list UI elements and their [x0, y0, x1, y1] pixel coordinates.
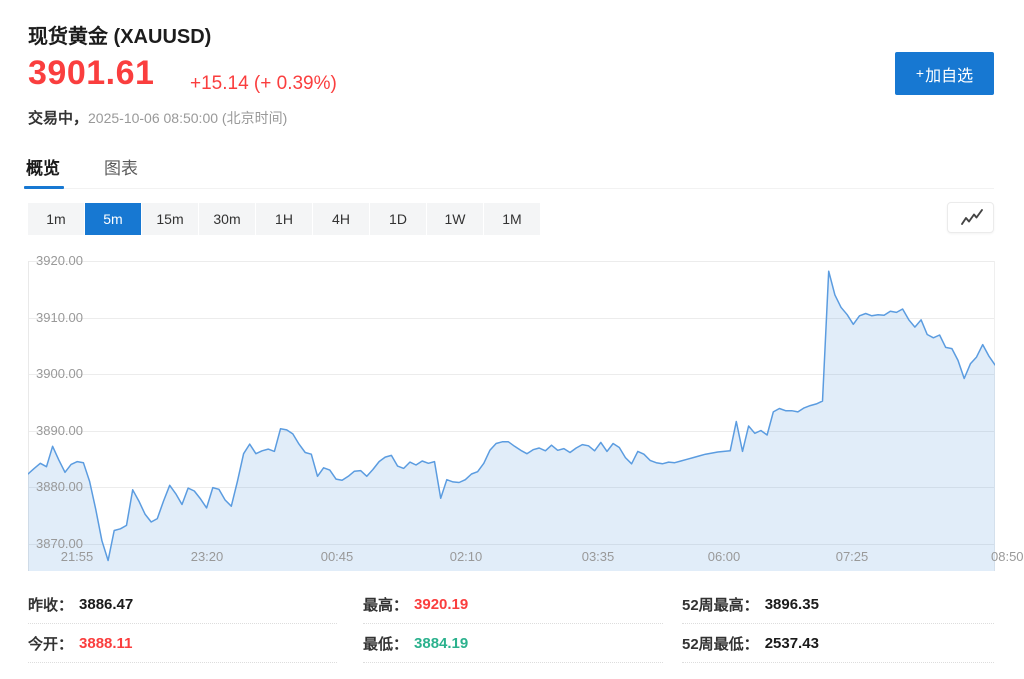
quote-timestamp: 2025-10-06 08:50:00 (北京时间)	[88, 110, 288, 126]
active-tab-underline	[24, 186, 64, 189]
stats-column-2: 最高： 3920.19 最低： 3884.19	[363, 585, 663, 663]
x-axis-label: 03:35	[581, 549, 615, 564]
trading-status: 交易中，2025-10-06 08:50:00 (北京时间)	[28, 107, 287, 128]
add-watchlist-label: 加自选	[925, 67, 974, 85]
y-axis-label: 3900.00	[36, 366, 83, 381]
x-axis-label: 08:50	[991, 549, 1024, 564]
timeframe-4h[interactable]: 4H	[313, 203, 369, 235]
timeframe-1m-month[interactable]: 1M	[484, 203, 540, 235]
tab-overview[interactable]: 概览	[26, 159, 60, 178]
y-axis-label: 3870.00	[36, 536, 83, 551]
trading-status-label: 交易中，	[28, 110, 89, 127]
y-axis-label: 3920.00	[36, 253, 83, 268]
timeframe-5m[interactable]: 5m	[85, 203, 141, 235]
stats-column-1: 昨收： 3886.47 今开： 3888.11	[28, 585, 337, 663]
x-axis-label: 00:45	[320, 549, 354, 564]
last-price: 3901.61	[28, 54, 155, 92]
stat-prev-close: 昨收： 3886.47	[28, 585, 337, 624]
tab-divider	[24, 188, 994, 189]
timeframe-1h[interactable]: 1H	[256, 203, 312, 235]
stat-low: 最低： 3884.19	[363, 624, 663, 663]
page-title: 现货黄金 (XAUUSD)	[28, 26, 212, 48]
timeframe-1m[interactable]: 1m	[28, 203, 84, 235]
stats-column-3: 52周最高： 3896.35 52周最低： 2537.43	[682, 585, 994, 663]
price-change: +15.14 (+ 0.39%)	[190, 73, 337, 94]
plus-icon: +	[915, 64, 925, 81]
line-chart-icon	[960, 208, 983, 225]
x-axis-label: 02:10	[449, 549, 483, 564]
y-axis-label: 3890.00	[36, 423, 83, 438]
stat-52w-high: 52周最高： 3896.35	[682, 585, 994, 624]
y-axis-label: 3880.00	[36, 479, 83, 494]
stat-high: 最高： 3920.19	[363, 585, 663, 624]
x-axis-label: 06:00	[707, 549, 741, 564]
timeframe-1d[interactable]: 1D	[370, 203, 426, 235]
timeframe-15m[interactable]: 15m	[142, 203, 198, 235]
x-axis-label: 07:25	[835, 549, 869, 564]
chart-style-toggle-button[interactable]	[947, 202, 994, 233]
x-axis-label: 23:20	[190, 549, 224, 564]
timeframe-1w[interactable]: 1W	[427, 203, 483, 235]
add-watchlist-button[interactable]: + 加自选	[895, 52, 994, 95]
price-area-chart[interactable]: 3920.00 3910.00 3900.00 3890.00 3880.00 3870.…	[28, 248, 1024, 571]
stat-open: 今开： 3888.11	[28, 624, 337, 663]
stat-52w-low: 52周最低： 2537.43	[682, 624, 994, 663]
tab-chart[interactable]: 图表	[104, 159, 138, 178]
timeframe-bar: 1m 5m 15m 30m 1H 4H 1D 1W 1M	[28, 203, 540, 235]
chart-canvas[interactable]	[28, 248, 995, 571]
x-axis-label: 21:55	[60, 549, 94, 564]
y-axis-label: 3910.00	[36, 310, 83, 325]
timeframe-30m[interactable]: 30m	[199, 203, 255, 235]
